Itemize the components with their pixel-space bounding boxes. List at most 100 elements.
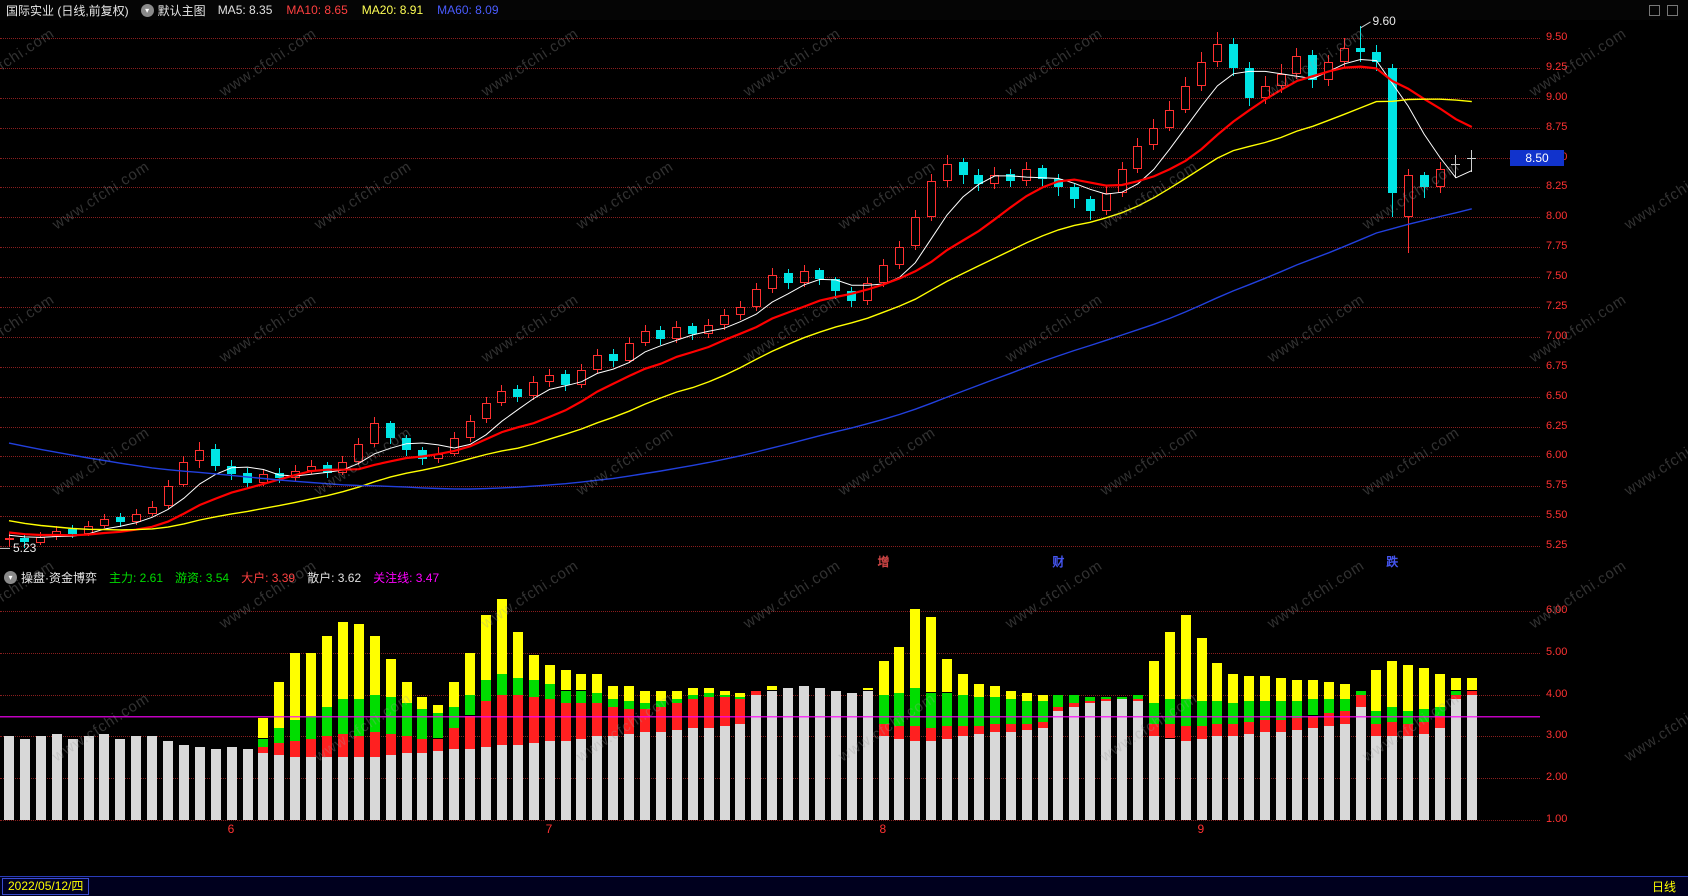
chart-style-icon[interactable]: ▾ bbox=[140, 3, 154, 17]
fund-bar-segment bbox=[1419, 721, 1430, 735]
candle bbox=[879, 265, 888, 283]
fund-bar-segment bbox=[1371, 711, 1382, 724]
fund-bar-segment bbox=[306, 738, 317, 758]
fund-bar-segment bbox=[942, 738, 953, 820]
maximize-icon[interactable] bbox=[1667, 4, 1678, 16]
fund-battle-chart[interactable] bbox=[0, 586, 1540, 821]
fund-bar-segment bbox=[1196, 638, 1207, 701]
grid-layout-icon[interactable] bbox=[1649, 4, 1660, 16]
fund-bar-segment bbox=[401, 753, 412, 820]
fund-bar-segment bbox=[1148, 661, 1159, 703]
candle bbox=[4, 537, 14, 541]
fund-bar-segment bbox=[878, 736, 889, 820]
fund-bar-segment bbox=[1228, 703, 1239, 724]
fund-bar-segment bbox=[989, 686, 1000, 697]
fund-bar-segment bbox=[306, 652, 317, 716]
fund-bar-segment bbox=[465, 749, 476, 820]
fund-bar-segment bbox=[751, 690, 762, 695]
fund-bar-segment bbox=[894, 646, 905, 693]
fund-bar-segment bbox=[322, 636, 332, 708]
fund-bar-segment bbox=[671, 730, 682, 820]
fund-bar-segment bbox=[973, 734, 984, 820]
fund-bar-segment bbox=[544, 740, 555, 820]
price-annotation: 9.60 bbox=[1372, 13, 1396, 28]
fund-bar-segment bbox=[592, 703, 603, 737]
fund-bar-segment bbox=[1260, 719, 1271, 733]
fund-bar-segment bbox=[799, 686, 809, 820]
candle bbox=[1244, 67, 1254, 98]
candle bbox=[1292, 55, 1302, 74]
candle bbox=[1228, 43, 1238, 68]
fund-bar-segment bbox=[1244, 700, 1255, 722]
fund-bar-segment bbox=[417, 696, 428, 710]
fund-bar-segment bbox=[1196, 738, 1207, 820]
fund-bar-segment bbox=[1403, 665, 1414, 712]
fund-bar-segment bbox=[878, 694, 889, 724]
event-marker[interactable]: 跌 bbox=[1386, 555, 1399, 569]
candle bbox=[1133, 145, 1143, 170]
fund-bar-segment bbox=[1180, 615, 1191, 699]
event-strip: 增财跌 bbox=[0, 552, 1688, 569]
fund-bar-segment bbox=[703, 728, 714, 820]
fund-bar-segment bbox=[624, 686, 635, 701]
fund-bar-segment bbox=[973, 696, 984, 726]
price-gridline bbox=[0, 67, 1540, 69]
candle bbox=[497, 390, 507, 403]
ma20-line bbox=[8, 98, 1472, 531]
fund-bar-segment bbox=[926, 728, 937, 741]
fund-value-label: 关注线: 3.47 bbox=[373, 570, 440, 585]
candlestick-chart[interactable]: 9.60 5.23 bbox=[0, 14, 1540, 555]
price-gridline bbox=[0, 247, 1540, 249]
fund-bar-segment bbox=[1323, 713, 1334, 726]
fund-bar-segment bbox=[385, 696, 396, 735]
fund-bar-segment bbox=[1180, 726, 1191, 741]
date-label[interactable]: 2022/05/12/四 bbox=[2, 878, 90, 895]
fund-bar-segment bbox=[1005, 723, 1016, 733]
fund-bar-segment bbox=[242, 749, 253, 820]
fund-bar-segment bbox=[449, 707, 460, 729]
fund-bar-segment bbox=[1148, 703, 1159, 724]
price-axis-label: 8.00 bbox=[1546, 210, 1568, 223]
event-marker[interactable]: 增 bbox=[877, 555, 890, 569]
fund-bar-segment bbox=[512, 632, 523, 678]
fund-bar-segment bbox=[369, 694, 380, 733]
chart-style-label[interactable]: 默认主图 bbox=[157, 3, 206, 18]
indicator-title[interactable]: 操盘·资金博弈 bbox=[21, 570, 97, 585]
fund-bar-segment bbox=[687, 688, 698, 695]
fund-bar-segment bbox=[592, 692, 603, 703]
fund-bar-segment bbox=[1276, 719, 1286, 733]
fund-bar-segment bbox=[560, 740, 571, 820]
fund-bar-segment bbox=[1450, 690, 1461, 695]
fund-bar-segment bbox=[1260, 732, 1271, 821]
fund-bar-segment bbox=[131, 736, 142, 820]
fund-bar-segment bbox=[385, 755, 396, 820]
fund-bar-segment bbox=[1387, 721, 1398, 737]
price-axis-label: 7.25 bbox=[1546, 299, 1568, 312]
period-label[interactable]: 日线 bbox=[1651, 880, 1676, 894]
fund-bar-segment bbox=[1323, 698, 1334, 714]
fund-bar-segment bbox=[942, 692, 953, 726]
candle bbox=[338, 462, 348, 474]
candle bbox=[529, 382, 539, 397]
candle bbox=[417, 450, 427, 459]
fund-bar-segment bbox=[1307, 680, 1318, 699]
fund-bar-segment bbox=[958, 726, 968, 737]
fund-bar-segment bbox=[1435, 728, 1445, 820]
candle bbox=[243, 473, 252, 483]
fund-bar-segment bbox=[1450, 694, 1461, 699]
fund-bar-segment bbox=[1212, 736, 1223, 820]
candle bbox=[1260, 85, 1270, 98]
candle bbox=[847, 291, 857, 301]
candle bbox=[1181, 85, 1191, 110]
fund-bar-segment bbox=[1212, 723, 1223, 737]
indicator-icon[interactable]: ▾ bbox=[4, 570, 17, 584]
fund-bar-segment bbox=[1180, 740, 1191, 820]
fund-bar-segment bbox=[1005, 690, 1016, 699]
fund-bar-segment bbox=[163, 740, 173, 820]
value-axis-label: 4.00 bbox=[1546, 687, 1568, 700]
fund-bar-segment bbox=[719, 696, 730, 726]
price-axis-label: 6.75 bbox=[1546, 359, 1568, 372]
event-marker[interactable]: 财 bbox=[1052, 555, 1065, 569]
candle bbox=[1117, 169, 1127, 194]
fund-bar-segment bbox=[1053, 711, 1064, 820]
